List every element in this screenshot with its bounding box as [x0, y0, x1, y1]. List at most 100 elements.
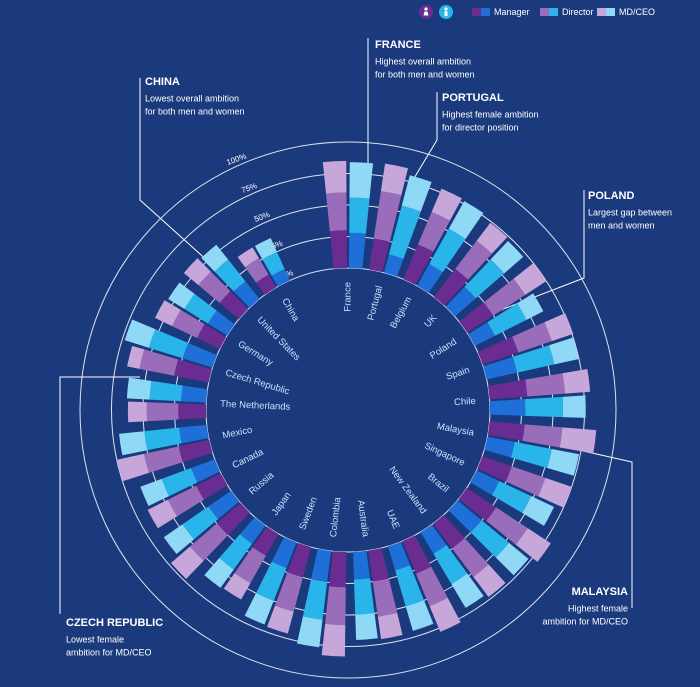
annotation-text: ambition for MD/CEO — [66, 647, 152, 657]
bar-segment — [476, 222, 508, 254]
bar-segment — [146, 402, 179, 422]
bar-segment — [310, 548, 331, 583]
legend-swatch — [549, 8, 558, 16]
bar-segment — [126, 377, 152, 400]
bar-segment — [484, 436, 515, 458]
bar-segment — [433, 268, 469, 306]
bar-segment — [349, 162, 374, 199]
annotation-title: MALAYSIA — [572, 586, 628, 598]
legend-label: MD/CEO — [619, 7, 655, 17]
bar-segment — [380, 163, 409, 196]
female-icon-head — [424, 7, 428, 11]
bar-segment — [161, 467, 198, 497]
bar-segment — [490, 241, 524, 274]
bar-segment — [417, 263, 443, 293]
bar-segment — [254, 237, 277, 260]
bar-segment — [197, 324, 227, 349]
bar-segment — [538, 477, 572, 508]
bar-segment — [405, 600, 434, 631]
bar-segment — [204, 558, 234, 588]
bar-segment — [208, 490, 240, 520]
bar-segment — [487, 421, 525, 441]
female-icon-body — [423, 11, 429, 16]
annotation-text: for both men and women — [145, 106, 245, 116]
bar-segment — [182, 342, 218, 368]
bar-segment — [458, 488, 497, 521]
bar-segment — [525, 373, 565, 397]
bar-segment — [522, 496, 555, 526]
annotation-text: Lowest overall ambition — [145, 93, 239, 103]
bar-segment — [244, 593, 274, 625]
bar-segment — [174, 359, 212, 383]
bar-segment — [417, 211, 450, 252]
annotation-title: FRANCE — [375, 39, 421, 51]
bar-segment — [119, 431, 148, 456]
bar-segment — [354, 578, 375, 615]
category-label: Chile — [454, 396, 476, 408]
category-label: Colombia — [328, 496, 344, 538]
bar-segment — [452, 538, 489, 577]
bar-segment — [184, 293, 217, 324]
category-label: Australia — [355, 499, 371, 538]
bar-segment — [216, 502, 250, 536]
bar-segment — [183, 258, 211, 286]
bar-segment — [445, 286, 476, 317]
legend-swatch — [540, 8, 549, 16]
bar-segment — [483, 278, 526, 316]
bar-segment — [144, 427, 182, 451]
bar-segment — [547, 449, 580, 476]
bar-segment — [239, 517, 266, 544]
annotation-text: Highest female ambition — [442, 109, 539, 119]
bar-segment — [489, 399, 526, 416]
bar-segment — [267, 605, 294, 634]
bar-segment — [451, 573, 484, 608]
bar-segment — [510, 441, 552, 469]
bar-segment — [562, 395, 586, 418]
bar-segment — [148, 329, 189, 359]
bar-segment — [124, 319, 156, 348]
bar-segment — [140, 478, 169, 506]
bar-segment — [198, 271, 231, 303]
bar-segment — [207, 310, 235, 336]
bar-segment — [468, 322, 495, 346]
bar-segment — [127, 345, 145, 369]
bar-segment — [179, 424, 209, 444]
bar-segment — [234, 547, 266, 584]
male-icon-body — [444, 11, 448, 17]
bar-segment — [448, 201, 484, 239]
bar-segment — [191, 459, 221, 483]
bar-segment — [116, 453, 149, 482]
bar-segment — [271, 268, 290, 287]
bar-segment — [167, 485, 204, 517]
bar-segment — [470, 520, 510, 558]
bar-segment — [420, 524, 447, 554]
annotation-text: ambition for MD/CEO — [542, 616, 628, 626]
bars — [116, 160, 597, 657]
bar-segment — [237, 247, 259, 268]
bar-segment — [483, 356, 518, 380]
bar-segment — [252, 526, 279, 556]
bar-segment — [433, 514, 465, 549]
legend-label: Director — [562, 7, 594, 17]
bar-segment — [219, 291, 249, 320]
annotation-title: POLAND — [588, 190, 635, 202]
bar-segment — [470, 470, 500, 496]
bar-segment — [326, 192, 347, 232]
bar-segment — [487, 379, 528, 400]
bar-segment — [506, 466, 546, 497]
bar-segment — [388, 205, 421, 259]
annotation-text: Lowest female — [66, 634, 124, 644]
bar-segment — [403, 244, 434, 285]
annotation-title: CHINA — [145, 76, 180, 88]
bar-segment — [349, 197, 370, 234]
bar-segment — [329, 551, 347, 588]
bar-segment — [271, 536, 297, 569]
bar-segment — [544, 313, 574, 342]
bar-segment — [348, 232, 366, 269]
bar-segment — [369, 238, 390, 273]
bar-segment — [223, 573, 251, 600]
bar-segment — [322, 160, 347, 194]
category-label: The Netherlands — [220, 399, 291, 413]
